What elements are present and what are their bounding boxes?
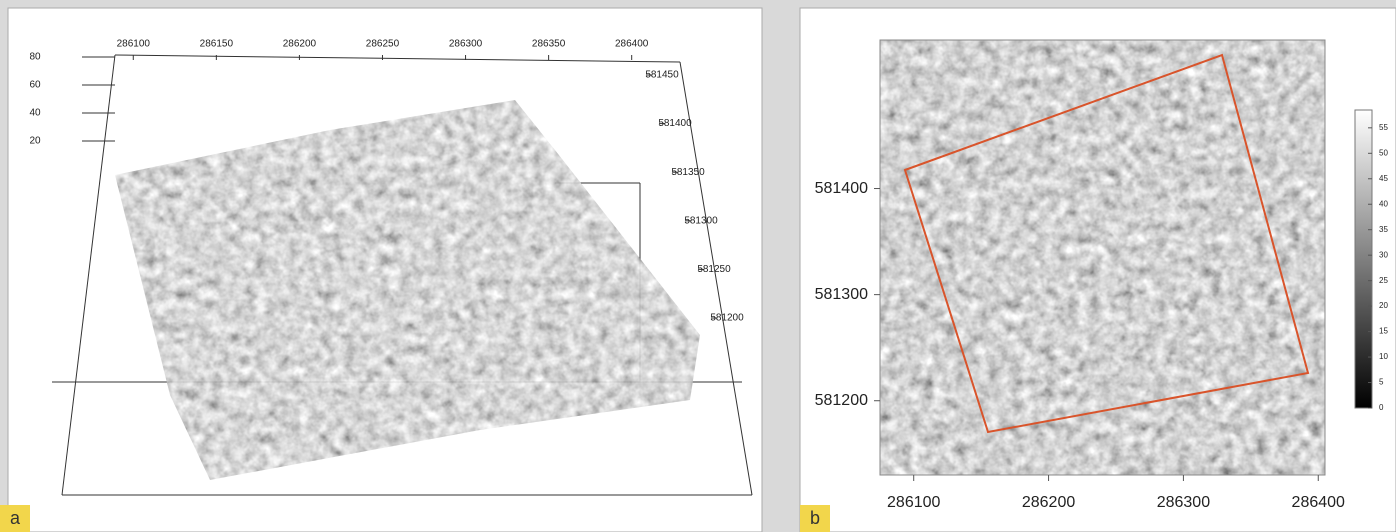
colorbar-tick-label: 50: [1379, 148, 1388, 157]
panel-label: a: [10, 508, 21, 528]
colorbar-tick-label: 25: [1379, 276, 1388, 285]
colorbar-tick-label: 55: [1379, 123, 1388, 132]
z-tick-label: 20: [29, 136, 41, 147]
x-tick-label: 286100: [117, 39, 151, 50]
y-tick-label: 581200: [710, 313, 744, 324]
z-tick-label: 60: [29, 80, 41, 91]
panel-label: b: [810, 508, 820, 528]
y-tick-label: 581350: [671, 167, 705, 178]
colorbar-tick-label: 15: [1379, 327, 1388, 336]
colorbar-tick-label: 20: [1379, 301, 1388, 310]
x-tick-label: 286100: [887, 494, 940, 511]
colorbar-tick-label: 30: [1379, 250, 1388, 259]
colorbar: [1355, 110, 1372, 408]
z-tick-label: 40: [29, 108, 41, 119]
y-tick-label: 581250: [697, 264, 731, 275]
y-tick-label: 581300: [815, 286, 868, 303]
x-tick-label: 286250: [366, 39, 400, 50]
x-tick-label: 286300: [1157, 494, 1210, 511]
colorbar-tick-label: 40: [1379, 199, 1388, 208]
colorbar-tick-label: 45: [1379, 174, 1388, 183]
y-tick-label: 581450: [645, 70, 679, 81]
colorbar-tick-label: 0: [1379, 403, 1384, 412]
x-tick-label: 286150: [200, 39, 234, 50]
x-tick-label: 286300: [449, 39, 483, 50]
x-tick-label: 286350: [532, 39, 566, 50]
x-tick-label: 286400: [615, 39, 649, 50]
y-tick-label: 581300: [684, 215, 718, 226]
colorbar-tick-label: 5: [1379, 378, 1384, 387]
page: a b 286100 286150 286200 286250 286300 286350…: [0, 0, 1396, 532]
y-tick-label: 581400: [815, 180, 868, 197]
y-tick-label: 581400: [658, 118, 692, 129]
x-tick-label: 286400: [1292, 494, 1345, 511]
figure: a b 286100 286150 286200 286250 286300 286350…: [0, 0, 1396, 532]
z-tick-label: 80: [29, 52, 41, 63]
x-tick-label: 286200: [1022, 494, 1075, 511]
colorbar-tick-label: 35: [1379, 225, 1388, 234]
canopy-raster: [880, 40, 1325, 475]
colorbar-tick-label: 10: [1379, 352, 1388, 361]
y-tick-label: 581200: [815, 392, 868, 409]
x-tick-label: 286200: [283, 39, 317, 50]
